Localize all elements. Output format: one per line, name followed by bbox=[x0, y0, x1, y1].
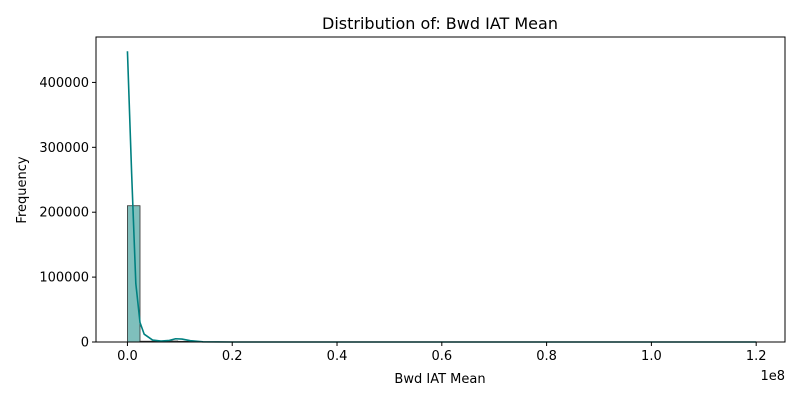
y-axis-ticks: 0 100000 200000 300000 400000 bbox=[39, 76, 96, 351]
y-tick-label: 400000 bbox=[39, 76, 89, 91]
x-axis-ticks: 0.0 0.2 0.4 0.6 0.8 1.0 1.2 bbox=[117, 342, 767, 364]
x-tick-label: 1.0 bbox=[641, 349, 662, 364]
y-tick-label: 0 bbox=[81, 336, 89, 351]
x-tick-label: 0.4 bbox=[327, 349, 348, 364]
x-tick-label: 0.6 bbox=[431, 349, 452, 364]
kde-curve bbox=[126, 51, 757, 343]
x-tick-label: 0.2 bbox=[222, 349, 243, 364]
x-offset-label: 1e8 bbox=[760, 369, 785, 384]
y-tick-label: 200000 bbox=[39, 206, 89, 221]
x-tick-label: 0.0 bbox=[117, 349, 138, 364]
chart-title: Distribution of: Bwd IAT Mean bbox=[322, 14, 558, 33]
y-tick-label: 100000 bbox=[39, 271, 89, 286]
x-tick-label: 1.2 bbox=[746, 349, 767, 364]
y-axis-label: Frequency bbox=[15, 156, 30, 223]
plot-frame bbox=[95, 36, 786, 343]
x-tick-label: 0.8 bbox=[536, 349, 557, 364]
y-tick-label: 300000 bbox=[39, 141, 89, 156]
kde-layer bbox=[126, 51, 757, 343]
bins-layer bbox=[127, 205, 204, 343]
x-axis-label: Bwd IAT Mean bbox=[394, 372, 485, 387]
